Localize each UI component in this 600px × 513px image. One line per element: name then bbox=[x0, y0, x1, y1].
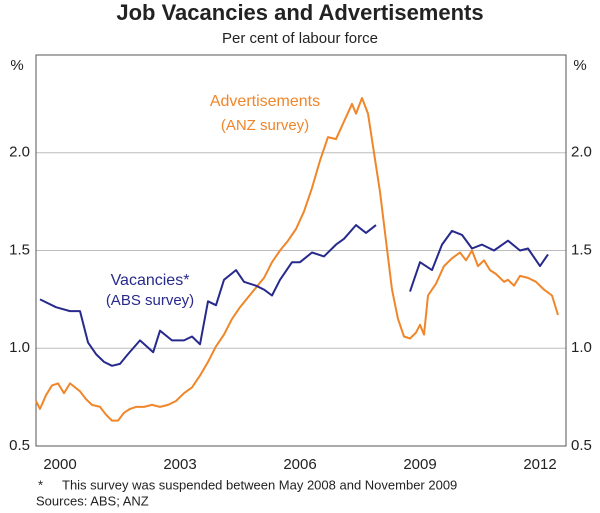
x-tick-label: 2009 bbox=[403, 456, 436, 473]
x-tick-label: 2006 bbox=[283, 456, 316, 473]
line-series bbox=[39, 224, 549, 367]
footnote: This survey was suspended between May 20… bbox=[62, 477, 457, 492]
series-label: Advertisements bbox=[210, 93, 320, 110]
y-unit: % bbox=[10, 57, 23, 74]
y-tick-label: 1.5 bbox=[9, 241, 30, 258]
source: Sources: ABS; ANZ bbox=[36, 493, 149, 508]
line-series bbox=[35, 97, 559, 422]
y2-tick-label: 2.0 bbox=[571, 144, 592, 161]
y2-unit: % bbox=[573, 57, 586, 74]
x-tick-label: 2000 bbox=[43, 456, 76, 473]
y2-tick-label: 1.5 bbox=[571, 241, 592, 258]
series-sublabel: (ANZ survey) bbox=[221, 117, 309, 134]
chart-title: Job Vacancies and Advertisements bbox=[116, 0, 483, 25]
y2-tick-label: 1.0 bbox=[571, 339, 592, 356]
plot-frame bbox=[35, 54, 567, 447]
chart-subtitle: Per cent of labour force bbox=[222, 30, 378, 47]
y2-tick-label: 0.5 bbox=[571, 437, 592, 454]
footnote-marker: * bbox=[38, 477, 43, 492]
x-tick-label: 2012 bbox=[523, 456, 556, 473]
series-label: Vacancies* bbox=[111, 272, 190, 289]
y-tick-label: 2.0 bbox=[9, 144, 30, 161]
series-sublabel: (ABS survey) bbox=[106, 292, 194, 309]
x-tick-label: 2003 bbox=[163, 456, 196, 473]
y-tick-label: 0.5 bbox=[9, 437, 30, 454]
y-tick-label: 1.0 bbox=[9, 339, 30, 356]
